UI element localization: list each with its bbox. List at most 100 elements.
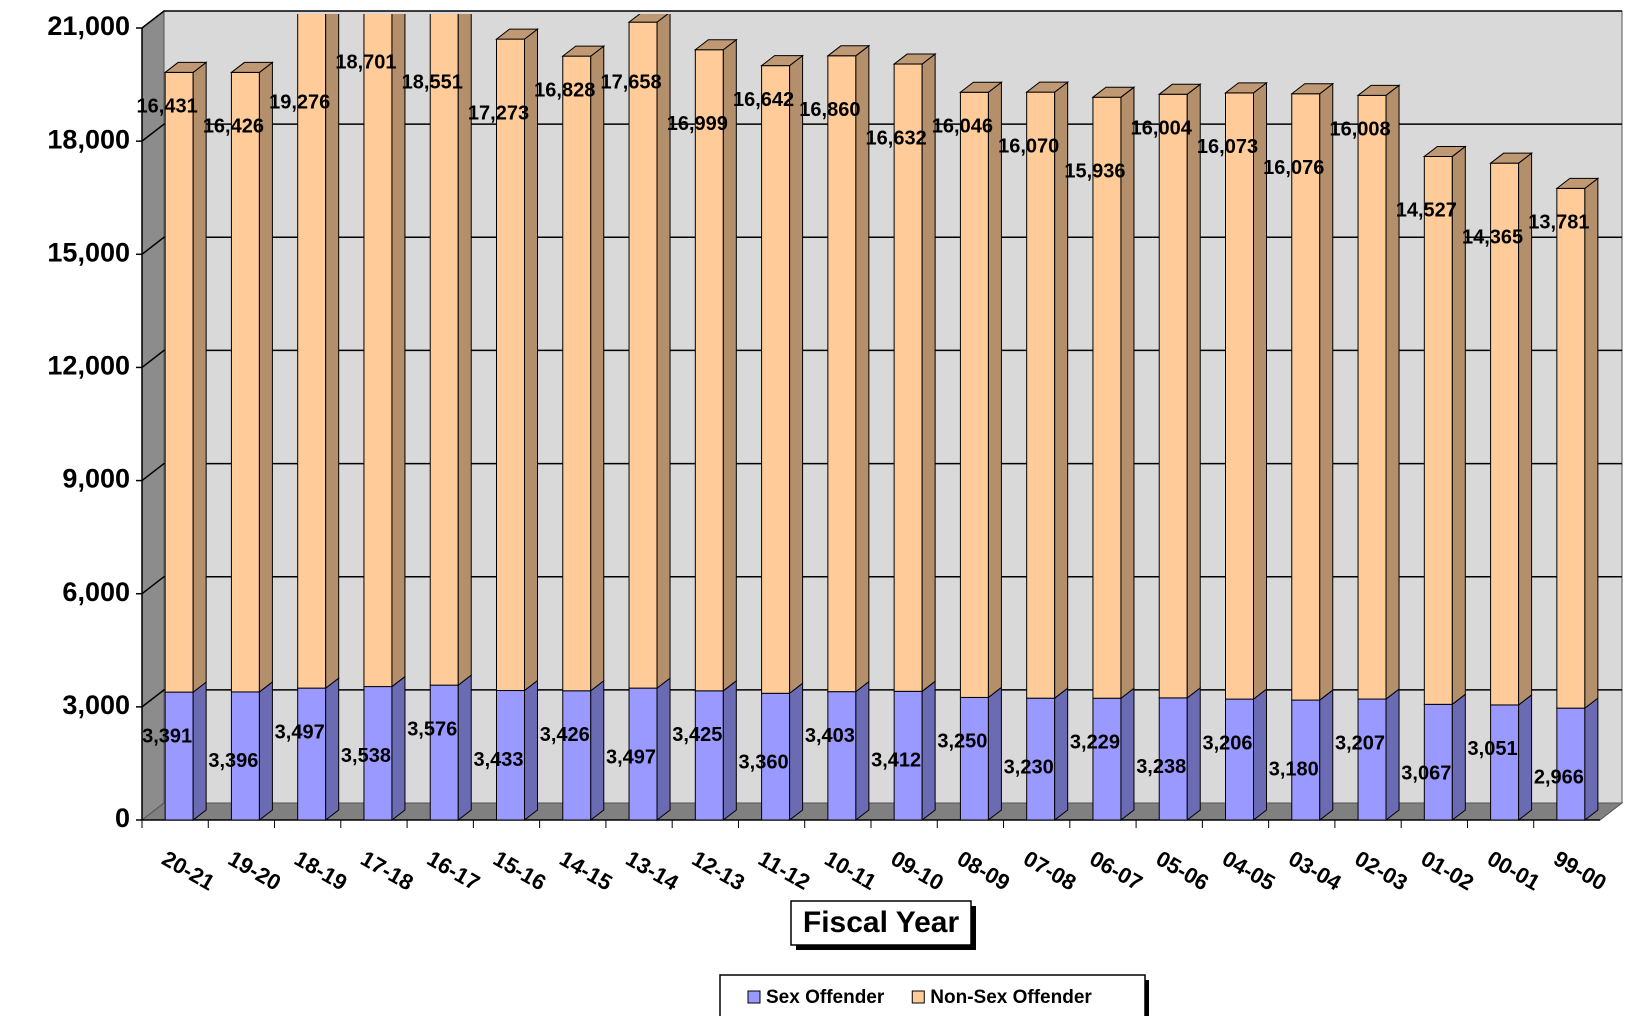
bar-side: [590, 45, 605, 692]
x-tick-label: 20-21: [158, 846, 219, 896]
value-label: 3,067: [1401, 763, 1451, 785]
bar-side: [590, 679, 605, 822]
bar-segment: [1556, 707, 1586, 821]
bar-segment: [827, 55, 857, 693]
bar-top: [1555, 177, 1600, 189]
bar-top: [1489, 152, 1534, 164]
bar-side: [1253, 688, 1267, 822]
grid-line: [141, 462, 1622, 482]
bar-top: [1025, 81, 1070, 93]
bar-top: [1422, 145, 1467, 157]
bar-side: [391, 675, 406, 822]
grid-line: [141, 575, 1622, 595]
bar-segment: [959, 91, 989, 698]
value-label: 17,273: [468, 102, 529, 124]
value-label: 3,180: [1269, 758, 1319, 780]
value-label: 16,008: [1329, 119, 1390, 141]
x-tick-label: 03-04: [1284, 846, 1346, 896]
value-label: 13,781: [1528, 212, 1589, 234]
bar-side: [1584, 177, 1599, 710]
bar-side: [722, 38, 737, 692]
bar-segment: [893, 690, 923, 821]
bar-segment: [496, 38, 525, 692]
bar-top: [561, 45, 606, 57]
value-label: 16,426: [203, 116, 264, 138]
value-label: 14,527: [1396, 200, 1457, 222]
bar-side: [1319, 689, 1334, 822]
bar-side: [855, 680, 870, 822]
bar-side: [457, 14, 472, 687]
bar-segment: [363, 14, 393, 688]
value-label: 16,860: [799, 99, 860, 121]
bar-segment: [827, 691, 857, 821]
bar-top: [693, 39, 738, 51]
bar-side: [457, 674, 472, 822]
bar-segment: [761, 692, 791, 821]
bar-side: [258, 61, 273, 693]
value-label: 3,497: [275, 721, 325, 743]
x-tick-label: 19-20: [224, 846, 285, 896]
legend-box: [719, 974, 1146, 1016]
value-label: 3,051: [1468, 738, 1518, 760]
x-tick-label: 15-16: [489, 846, 550, 896]
bar-segment: [1026, 91, 1056, 699]
bar-segment: [1357, 698, 1387, 821]
bar-top: [1356, 84, 1401, 96]
value-label: 18,701: [335, 51, 396, 73]
bar-side: [258, 680, 273, 822]
y-tick-label: 21,000: [47, 11, 130, 41]
bar-segment: [1225, 698, 1254, 821]
value-label: 16,046: [932, 116, 993, 138]
grid-line: [141, 10, 1622, 29]
bar-segment: [496, 690, 525, 821]
bar-side: [1120, 687, 1135, 822]
bar-side: [192, 681, 207, 822]
bar-segment: [429, 684, 459, 821]
y-tick-label: 9,000: [62, 464, 130, 494]
bar-segment: [893, 63, 923, 692]
value-label: 16,642: [733, 89, 794, 111]
bar-top: [1224, 82, 1268, 94]
bar-segment: [1291, 93, 1321, 701]
bar-side: [192, 61, 207, 694]
x-tick-label: 99-00: [1549, 846, 1610, 896]
bar-top: [1157, 83, 1202, 95]
value-label: 16,004: [1131, 118, 1193, 140]
bar-segment: [297, 687, 327, 821]
value-label: 14,365: [1462, 226, 1523, 248]
x-tick-label: 05-06: [1152, 846, 1213, 896]
value-label: 3,403: [805, 725, 855, 747]
bar-side: [722, 679, 737, 822]
bar-top: [1290, 83, 1335, 95]
x-tick-label: 18-19: [290, 846, 351, 896]
bar-top: [495, 28, 539, 40]
x-tick-label: 16-17: [423, 846, 484, 896]
bar-top: [1091, 86, 1136, 98]
bar-side: [789, 682, 804, 822]
bar-top: [826, 45, 871, 57]
bar-side: [1385, 84, 1400, 701]
value-label: 16,076: [1263, 157, 1324, 179]
bar-segment: [164, 691, 194, 821]
bar-segment: [628, 687, 658, 821]
bar-segment: [694, 690, 724, 821]
bar-segment: [1490, 704, 1520, 821]
bars: [163, 14, 1600, 822]
bar-side: [921, 53, 936, 693]
x-tick-label: 01-02: [1417, 846, 1478, 896]
legend-swatch: [747, 990, 761, 1004]
grid-line: [141, 236, 1622, 255]
x-tick-label: 14-15: [555, 846, 616, 896]
bar-segment: [1423, 155, 1453, 705]
bar-top: [229, 61, 274, 73]
bar-segment: [164, 71, 194, 693]
bar-side: [1186, 83, 1201, 699]
value-label: 3,238: [1136, 756, 1186, 778]
x-tick-label: 17-18: [357, 846, 418, 896]
grid-line: [141, 689, 1622, 708]
legend-shadow: [1145, 980, 1149, 1016]
x-tick-label: 08-09: [953, 846, 1014, 896]
value-label: 3,497: [606, 746, 656, 768]
y-tick-label: 0: [115, 803, 130, 833]
x-tick-label: 02-03: [1351, 846, 1412, 896]
